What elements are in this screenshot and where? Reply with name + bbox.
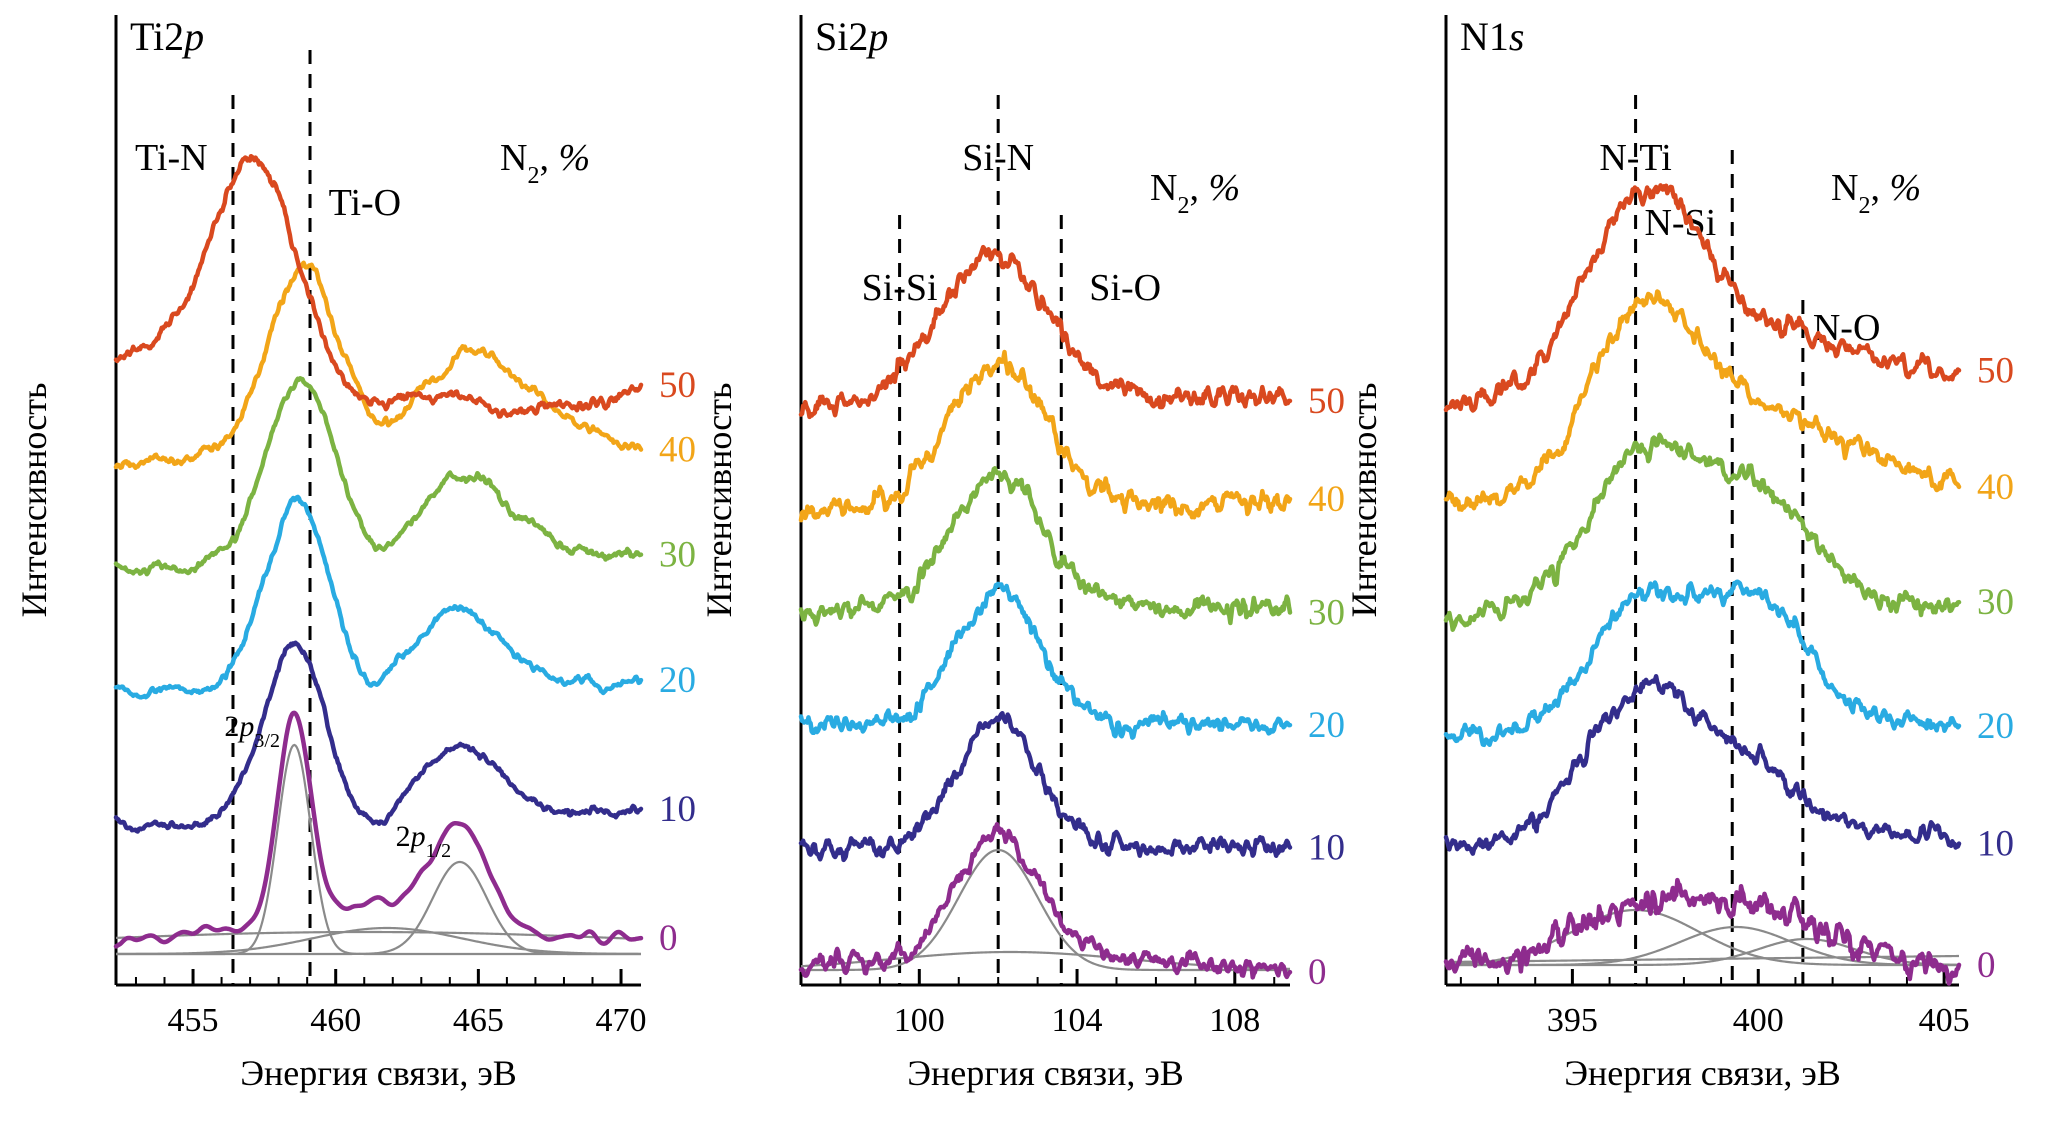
svg-text:Энергия связи, эВ: Энергия связи, эВ [240, 1053, 517, 1093]
svg-text:N2, %: N2, % [1150, 167, 1240, 219]
svg-text:40: 40 [1977, 467, 2014, 508]
svg-text:Si-Si: Si-Si [862, 267, 938, 309]
svg-text:Энергия связи, эВ: Энергия связи, эВ [1564, 1053, 1841, 1093]
svg-text:N2, %: N2, % [1831, 167, 1921, 219]
svg-text:405: 405 [1919, 1002, 1970, 1039]
svg-text:30: 30 [1977, 582, 2014, 623]
svg-text:Si-N: Si-N [962, 137, 1034, 179]
svg-text:400: 400 [1733, 1002, 1784, 1039]
svg-text:0: 0 [659, 918, 678, 959]
svg-text:0: 0 [1308, 952, 1327, 993]
svg-text:104: 104 [1052, 1002, 1103, 1039]
svg-text:10: 10 [1977, 824, 2014, 865]
svg-text:Интенсивность: Интенсивность [699, 383, 739, 618]
svg-text:Ti-O: Ti-O [329, 182, 402, 224]
svg-text:460: 460 [310, 1002, 361, 1039]
svg-text:108: 108 [1209, 1002, 1260, 1039]
svg-text:100: 100 [894, 1002, 945, 1039]
svg-text:N1s: N1s [1460, 14, 1524, 59]
svg-text:20: 20 [1977, 706, 2014, 747]
svg-text:470: 470 [596, 1002, 647, 1039]
svg-text:0: 0 [1977, 945, 1996, 986]
svg-text:Интенсивность: Интенсивность [14, 383, 54, 618]
svg-text:465: 465 [453, 1002, 504, 1039]
svg-text:50: 50 [1977, 350, 2014, 391]
svg-text:Ti2p: Ti2p [130, 14, 204, 59]
svg-text:Интенсивность: Интенсивность [1344, 383, 1384, 618]
svg-text:Si2p: Si2p [815, 14, 888, 59]
svg-text:395: 395 [1547, 1002, 1598, 1039]
svg-text:Энергия связи, эВ: Энергия связи, эВ [907, 1053, 1184, 1093]
svg-text:2p1/2: 2p1/2 [396, 820, 452, 862]
svg-text:455: 455 [168, 1002, 219, 1039]
svg-text:N-Ti: N-Ti [1599, 137, 1672, 179]
svg-text:Si-O: Si-O [1089, 267, 1161, 309]
svg-text:Ti-N: Ti-N [135, 137, 208, 179]
svg-text:N2, %: N2, % [500, 137, 590, 189]
